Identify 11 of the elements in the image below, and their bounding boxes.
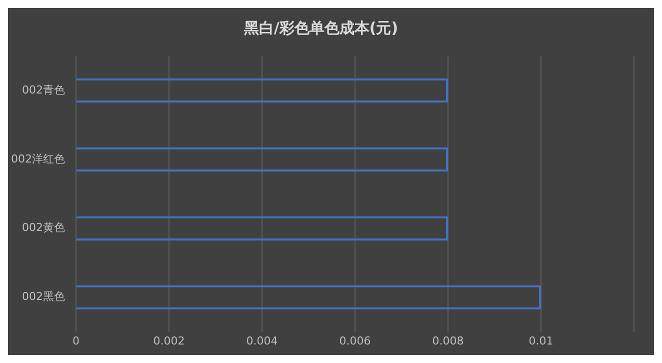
x-tick-label: 0.002 — [153, 334, 185, 348]
y-tick-label: 002黑色 — [22, 290, 65, 304]
x-tick-label: 0 — [72, 334, 80, 348]
y-tick-label: 002洋红色 — [10, 152, 65, 166]
x-tick-label: 0.008 — [432, 334, 464, 348]
x-tick-label: 0.01 — [528, 334, 554, 348]
chart-title: 黑白/彩色单色成本(元) — [242, 18, 398, 37]
y-tick-label: 002黄色 — [22, 221, 65, 234]
x-tick-label: 0.006 — [339, 334, 371, 348]
x-tick-label: 0.004 — [246, 334, 278, 348]
y-tick-label: 002青色 — [22, 83, 65, 96]
